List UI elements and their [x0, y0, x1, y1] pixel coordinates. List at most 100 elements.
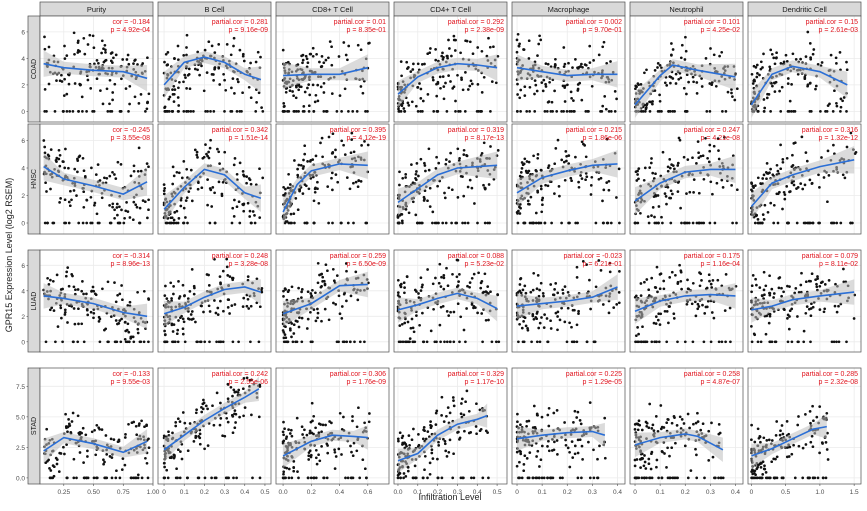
scatter-point	[535, 222, 538, 225]
scatter-point	[677, 190, 680, 193]
scatter-point	[350, 477, 353, 480]
scatter-point	[664, 310, 667, 313]
scatter-point	[59, 154, 62, 157]
scatter-point	[321, 55, 324, 58]
scatter-point	[261, 110, 264, 113]
scatter-point	[439, 340, 442, 343]
scatter-point	[554, 64, 557, 67]
scatter-point	[312, 415, 315, 418]
scatter-point	[774, 62, 777, 65]
scatter-point	[326, 185, 329, 188]
scatter-point	[337, 448, 340, 451]
scatter-point	[569, 177, 572, 180]
scatter-point	[521, 477, 524, 480]
scatter-point	[401, 177, 404, 180]
scatter-point	[340, 317, 343, 320]
scatter-point	[755, 76, 758, 79]
scatter-point	[96, 212, 99, 215]
scatter-point	[62, 160, 65, 163]
scatter-point	[774, 340, 777, 343]
scatter-point	[818, 285, 821, 288]
scatter-point	[791, 154, 794, 157]
scatter-point	[751, 340, 754, 343]
scatter-point	[292, 470, 295, 473]
scatter-point	[668, 305, 671, 308]
scatter-point	[95, 293, 98, 296]
scatter-point	[124, 338, 127, 341]
scatter-point	[466, 40, 469, 43]
scatter-point	[565, 160, 568, 163]
scatter-point	[74, 323, 77, 326]
scatter-point	[564, 150, 567, 153]
scatter-point	[789, 100, 792, 103]
scatter-point	[797, 186, 800, 189]
scatter-point	[464, 110, 467, 113]
scatter-point	[145, 423, 148, 426]
scatter-point	[468, 410, 471, 413]
stat-correlation: partial.cor = 0.247	[684, 127, 740, 134]
scatter-point	[486, 222, 489, 225]
scatter-point	[135, 425, 138, 428]
scatter-point	[460, 412, 463, 415]
scatter-point	[61, 288, 64, 291]
scatter-point	[324, 308, 327, 311]
scatter-point	[96, 77, 99, 80]
scatter-point	[214, 477, 217, 480]
scatter-point	[172, 285, 175, 288]
scatter-point	[581, 177, 584, 180]
scatter-point	[443, 97, 446, 100]
scatter-point	[811, 182, 814, 185]
scatter-point	[530, 196, 533, 199]
scatter-point	[306, 160, 309, 163]
scatter-point	[202, 399, 205, 402]
scatter-point	[357, 406, 360, 409]
scatter-point	[173, 454, 176, 457]
scatter-point	[676, 340, 679, 343]
scatter-point	[443, 420, 446, 423]
scatter-point	[643, 179, 646, 182]
scatter-point	[232, 340, 235, 343]
scatter-point	[434, 277, 437, 280]
scatter-point	[460, 78, 463, 81]
scatter-point	[64, 313, 67, 316]
scatter-point	[163, 106, 166, 109]
scatter-point	[314, 426, 317, 429]
scatter-point	[523, 463, 526, 466]
scatter-point	[325, 59, 328, 62]
scatter-point	[115, 319, 118, 322]
scatter-point	[52, 222, 55, 225]
scatter-point	[570, 97, 573, 100]
scatter-point	[321, 276, 324, 279]
scatter-point	[608, 189, 611, 192]
scatter-point	[699, 272, 702, 275]
scatter-point	[403, 472, 406, 475]
scatter-point	[68, 222, 71, 225]
scatter-point	[363, 421, 366, 424]
scatter-point	[550, 327, 553, 330]
scatter-point	[205, 405, 208, 408]
scatter-point	[302, 192, 305, 195]
scatter-point	[652, 424, 655, 427]
scatter-point	[310, 421, 313, 424]
scatter-point	[314, 191, 317, 194]
scatter-point	[774, 90, 777, 93]
scatter-point	[812, 222, 815, 225]
scatter-point	[412, 428, 415, 431]
scatter-point	[806, 31, 809, 34]
scatter-point	[111, 202, 114, 205]
scatter-point	[763, 107, 766, 110]
scatter-point	[699, 155, 702, 158]
scatter-point	[769, 49, 772, 52]
scatter-point	[44, 88, 47, 91]
scatter-point	[441, 222, 444, 225]
scatter-point	[46, 277, 49, 280]
scatter-point	[544, 184, 547, 187]
stat-correlation: cor = -0.184	[112, 19, 150, 26]
scatter-point	[817, 222, 820, 225]
scatter-point	[443, 192, 446, 195]
scatter-point	[781, 158, 784, 161]
scatter-point	[211, 186, 214, 189]
scatter-point	[488, 183, 491, 186]
scatter-point	[537, 274, 540, 277]
scatter-point	[751, 73, 754, 76]
